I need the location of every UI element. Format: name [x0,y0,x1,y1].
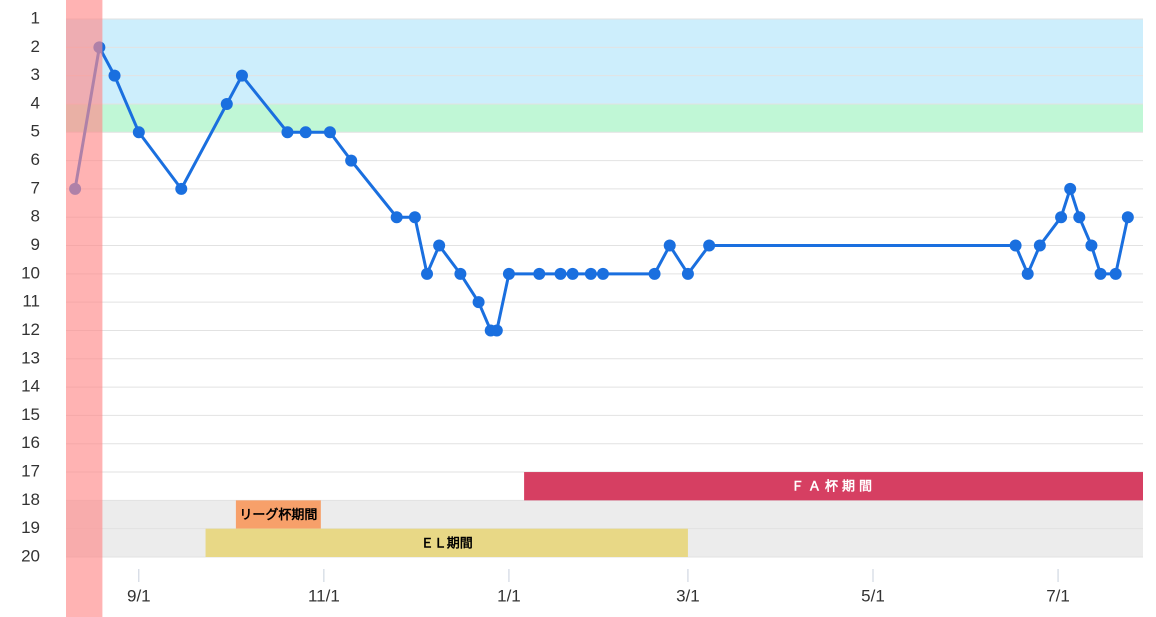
band [66,103,1143,133]
point [1033,239,1046,252]
point [472,296,485,309]
point [390,211,403,224]
point [663,239,676,252]
point [1121,211,1134,224]
y-tick-label: 20 [21,546,40,565]
y-tick-label: 4 [31,93,40,112]
y-tick-label: 5 [31,122,40,141]
x-tick-label: 11/1 [308,586,340,605]
y-tick-label: 13 [21,348,40,367]
y-tick-label: 3 [31,65,40,84]
x-tick-label: 7/1 [1046,586,1070,605]
point [299,126,312,139]
y-tick-label: 17 [21,462,40,481]
point [566,267,579,280]
point [220,97,233,110]
x-tick-label: 9/1 [127,586,151,605]
point [323,126,336,139]
point [408,211,421,224]
point [235,69,248,82]
point [490,324,503,337]
period-label: ＥＬ期間 [421,535,473,550]
y-tick-label: 7 [31,178,40,197]
point [281,126,294,139]
point [454,267,467,280]
y-tick-label: 10 [21,263,40,282]
y-tick-label: 16 [21,433,40,452]
period-bar [524,472,1143,501]
y-tick-label: 8 [31,207,40,226]
point [584,267,597,280]
point [175,182,188,195]
period-label: リーグ杯期間 [239,507,317,522]
point [1055,211,1068,224]
point [1085,239,1098,252]
point [132,126,145,139]
point [554,267,567,280]
y-tick-label: 11 [22,292,40,311]
point [648,267,661,280]
point [108,69,121,82]
point [681,267,694,280]
point [533,267,546,280]
y-tick-label: 6 [31,150,40,169]
y-tick-label: 2 [31,37,40,56]
y-tick-label: 1 [31,8,40,27]
band [66,19,1143,104]
y-tick-label: 19 [21,518,40,537]
point [502,267,515,280]
y-tick-label: 18 [21,490,40,509]
point [433,239,446,252]
point [421,267,434,280]
point [1021,267,1034,280]
y-tick-label: 14 [21,377,40,396]
point [345,154,358,167]
y-tick-label: 15 [21,405,40,424]
y-tick-label: 9 [31,235,40,254]
point [1109,267,1122,280]
point [703,239,716,252]
period-bar [235,500,321,529]
y-tick-label: 12 [21,320,40,339]
point [1064,182,1077,195]
point [1009,239,1022,252]
x-tick-label: 1/1 [497,586,521,605]
x-tick-label: 3/1 [676,586,700,605]
highlight-band [66,0,103,617]
period-bar [205,528,688,557]
point [1094,267,1107,280]
period-label: ＦＡ杯期間 [791,479,876,494]
point [596,267,609,280]
x-tick-label: 5/1 [861,586,885,605]
point [1073,211,1086,224]
